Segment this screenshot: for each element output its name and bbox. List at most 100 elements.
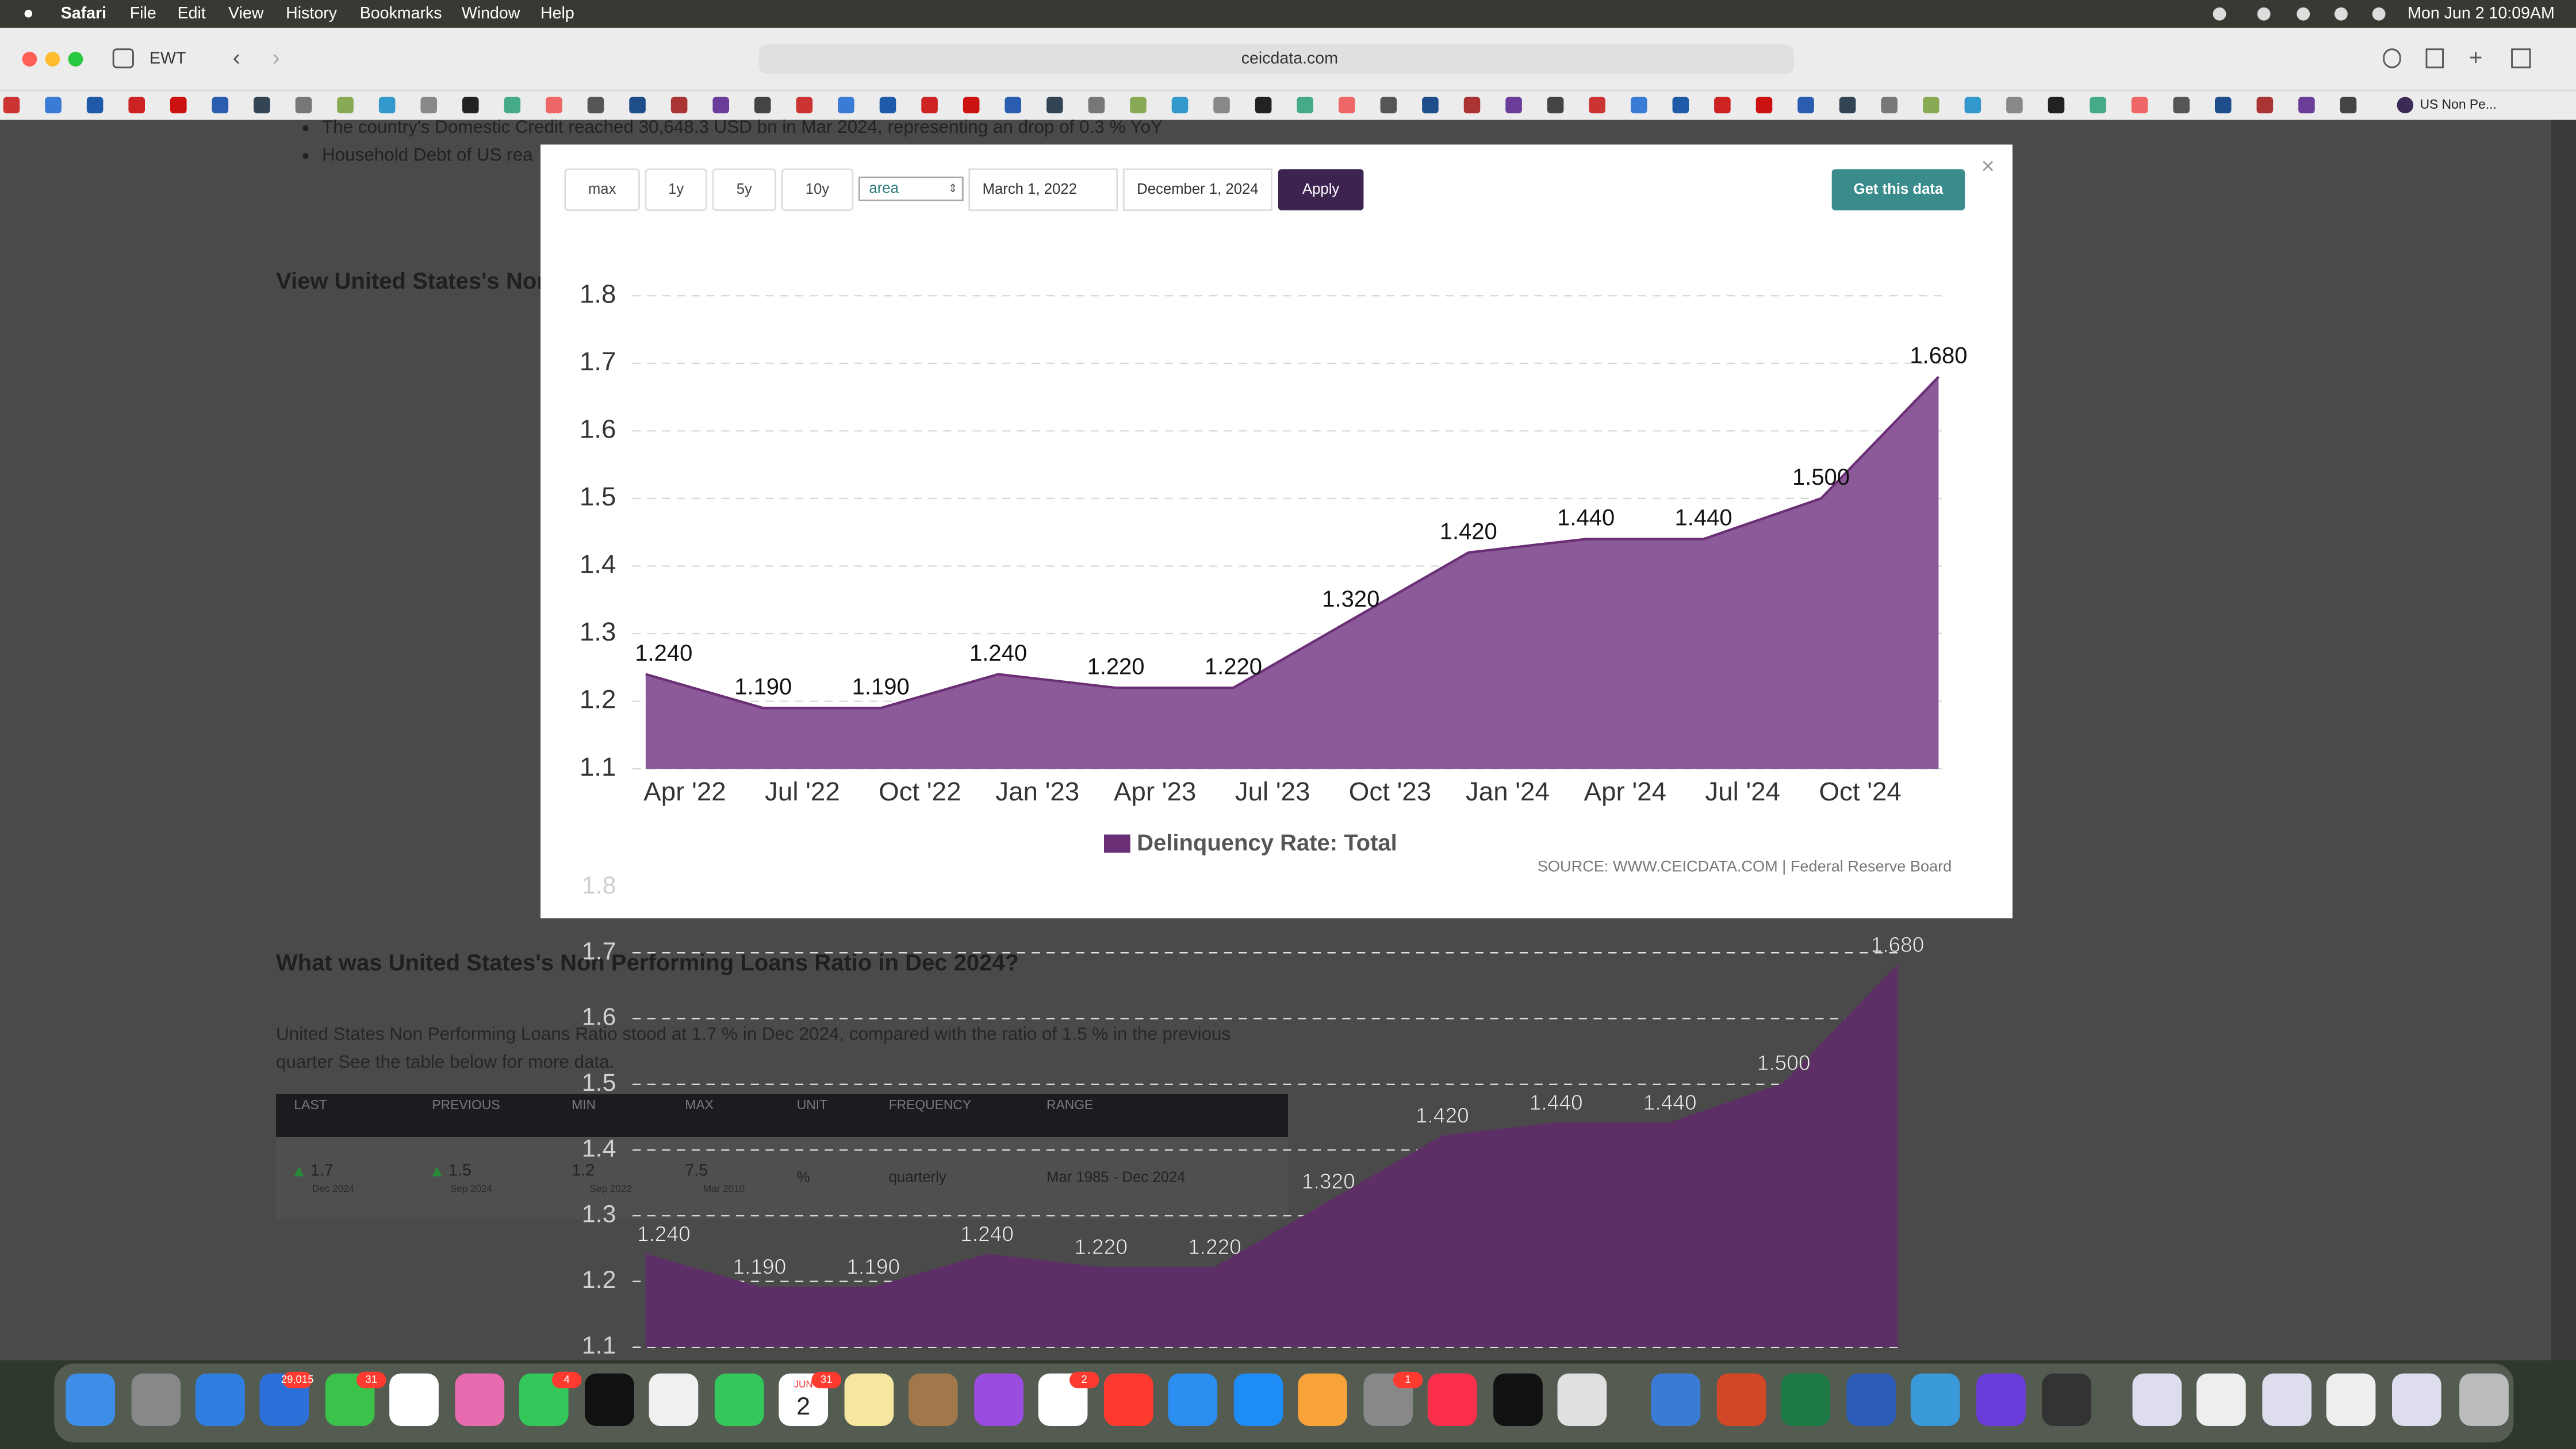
menu-item[interactable]: Window	[462, 4, 520, 22]
bookmark-icon[interactable]	[963, 97, 980, 114]
dock-icon[interactable]	[1651, 1373, 1701, 1426]
end-date[interactable]	[1122, 168, 1272, 212]
bookmark-icon[interactable]	[1130, 97, 1147, 114]
bookmark-icon[interactable]	[2173, 97, 2190, 114]
bookmark-icon[interactable]	[712, 97, 729, 114]
dock-icon[interactable]	[1846, 1373, 1896, 1426]
bookmark-icon[interactable]	[3, 97, 20, 114]
bookmark-icon[interactable]	[212, 97, 229, 114]
dock-icon[interactable]	[1557, 1373, 1607, 1426]
range-button[interactable]	[564, 168, 640, 212]
share[interactable]	[2425, 48, 2444, 68]
dock-icon[interactable]	[2262, 1373, 2312, 1426]
range-button[interactable]	[712, 168, 776, 212]
dock-icon[interactable]	[455, 1373, 505, 1426]
bookmark-icon[interactable]	[1755, 97, 1773, 114]
bookmark-icon[interactable]	[504, 97, 521, 114]
dock-icon[interactable]	[2392, 1373, 2441, 1426]
bookmark-icon[interactable]	[1088, 97, 1105, 114]
dock-icon[interactable]	[844, 1373, 894, 1426]
address-bar[interactable]	[759, 44, 1794, 74]
bookmark-icon[interactable]	[45, 97, 62, 114]
dock-icon[interactable]	[908, 1373, 958, 1426]
bookmark-icon[interactable]	[2298, 97, 2315, 114]
dock-icon[interactable]	[389, 1373, 439, 1426]
bookmark-icon[interactable]	[1797, 97, 1814, 114]
status-icon[interactable]	[2297, 7, 2310, 21]
dock-icon[interactable]	[1298, 1373, 1347, 1426]
bookmark-icon[interactable]	[2048, 97, 2065, 114]
range-button[interactable]	[645, 168, 707, 212]
bookmark-icon[interactable]	[2340, 97, 2357, 114]
bookmark-icon[interactable]	[2006, 97, 2023, 114]
status-icon[interactable]	[2213, 7, 2226, 21]
forward-button[interactable]: ›	[272, 45, 279, 70]
menu-item[interactable]: File	[130, 4, 156, 22]
apple-menu[interactable]: ●	[23, 3, 34, 23]
bookmark-icon[interactable]	[921, 97, 938, 114]
bookmark-icon[interactable]	[1589, 97, 1605, 114]
bookmark-icon[interactable]	[1339, 97, 1355, 114]
status-icon[interactable]	[2257, 7, 2271, 21]
minimize-window[interactable]	[45, 52, 60, 67]
bookmark-icon[interactable]	[1297, 97, 1313, 114]
dock-icon[interactable]	[2132, 1373, 2182, 1426]
status-icon[interactable]	[2372, 7, 2386, 21]
dock-icon[interactable]	[974, 1373, 1023, 1426]
bookmark-icon[interactable]	[86, 97, 103, 114]
bookmark-icon[interactable]	[420, 97, 437, 114]
bookmark-icon[interactable]	[1171, 97, 1189, 114]
bookmark-icon[interactable]	[1213, 97, 1230, 114]
bookmark-icon[interactable]	[1380, 97, 1397, 114]
bookmark-icon[interactable]	[170, 97, 187, 114]
bookmark-icon[interactable]	[462, 97, 479, 114]
bookmark-icon[interactable]	[337, 97, 354, 114]
bookmark-icon[interactable]	[796, 97, 813, 114]
menu-item[interactable]: Edit	[178, 4, 206, 22]
bookmark-icon[interactable]	[2256, 97, 2274, 114]
menu-item[interactable]: Help	[540, 4, 574, 22]
menu-item[interactable]: View	[228, 4, 264, 22]
bookmark-icon[interactable]	[254, 97, 270, 114]
bookmark-icon[interactable]	[754, 97, 771, 114]
bookmark-icon[interactable]	[1422, 97, 1439, 114]
dock-icon[interactable]	[1427, 1373, 1477, 1426]
dock-icon[interactable]	[1168, 1373, 1218, 1426]
bookmark-icon[interactable]	[629, 97, 646, 114]
bookmark-icon[interactable]	[1046, 97, 1063, 114]
bookmark-icon[interactable]	[1255, 97, 1272, 114]
get-data-button[interactable]	[1831, 169, 1965, 210]
dock-icon[interactable]	[1104, 1373, 1153, 1426]
dock-icon[interactable]	[2196, 1373, 2246, 1426]
status-icon[interactable]	[2334, 7, 2348, 21]
bookmark-icon[interactable]	[295, 97, 312, 114]
tab-overview[interactable]	[2511, 48, 2531, 68]
bookmark-icon[interactable]	[378, 97, 396, 114]
dock-icon[interactable]	[1976, 1373, 2026, 1426]
app-menu[interactable]: Safari	[61, 4, 106, 22]
dock-icon[interactable]	[195, 1373, 245, 1426]
bookmark-icon[interactable]	[670, 97, 688, 114]
dock-icon[interactable]	[1716, 1373, 1766, 1426]
profile[interactable]: EWT	[150, 49, 186, 67]
bookmark-icon[interactable]	[1923, 97, 1939, 114]
dock-icon[interactable]	[1233, 1373, 1283, 1426]
apply-button[interactable]	[1278, 169, 1364, 210]
bookmark-icon[interactable]	[2214, 97, 2232, 114]
dock-icon[interactable]	[2326, 1373, 2376, 1426]
bookmark-icon[interactable]	[879, 97, 896, 114]
bookmark-icon[interactable]	[546, 97, 562, 114]
start-date[interactable]	[968, 168, 1118, 212]
bookmark-icon[interactable]	[1964, 97, 1981, 114]
dock-icon[interactable]	[2042, 1373, 2092, 1426]
dock-icon[interactable]	[2459, 1373, 2509, 1426]
bookmark-icon[interactable]	[1631, 97, 1647, 114]
bookmark-icon[interactable]	[1463, 97, 1481, 114]
bookmark-icon[interactable]	[1839, 97, 1856, 114]
dock-icon[interactable]	[131, 1373, 181, 1426]
bookmark-icon[interactable]	[838, 97, 854, 114]
close-window[interactable]	[22, 52, 37, 67]
close-modal[interactable]: ×	[1981, 154, 1994, 179]
dock-icon[interactable]	[1781, 1373, 1830, 1426]
dock-icon[interactable]	[1493, 1373, 1543, 1426]
